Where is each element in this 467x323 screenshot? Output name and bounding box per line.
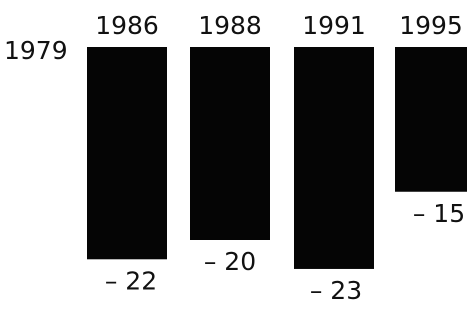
bar-1995 [395, 47, 467, 192]
value-label-1988: – 20 [204, 247, 256, 276]
baseline-year-label: 1979 [4, 36, 68, 65]
bar-1988 [190, 47, 270, 240]
value-label-1991: – 23 [310, 276, 362, 305]
value-label-1986: – 22 [105, 266, 157, 295]
year-label-1991: 1991 [302, 11, 366, 40]
bars-group [87, 47, 467, 269]
year-label-1988: 1988 [198, 11, 262, 40]
bar-1986 [87, 47, 167, 260]
value-label-1995: – 15 [413, 199, 465, 228]
year-label-1995: 1995 [399, 11, 463, 40]
year-label-1986: 1986 [95, 11, 159, 40]
bar-1991 [294, 47, 374, 269]
labels-group: 1986 – 22 1988 – 20 1991 – 23 1995 – 15 [95, 11, 465, 305]
